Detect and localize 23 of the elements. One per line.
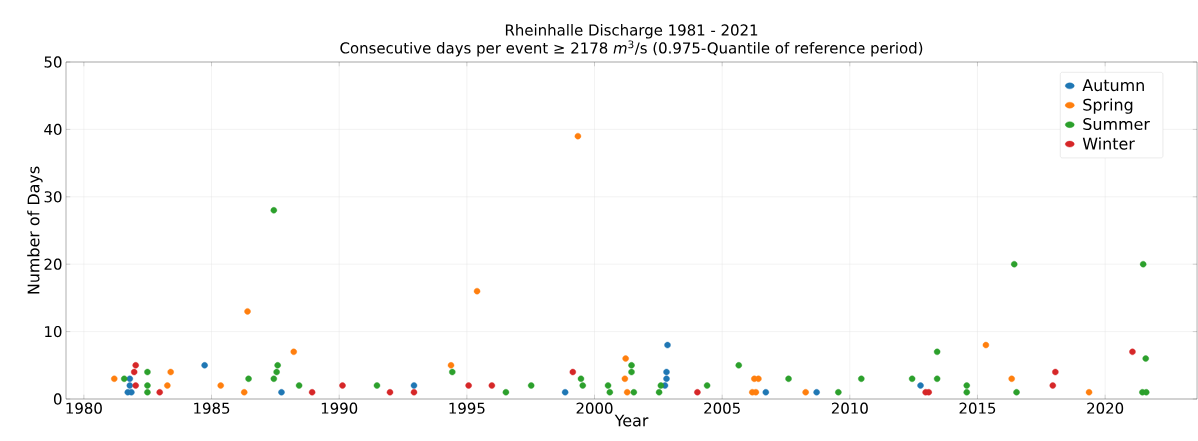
chart-subtitle: Consecutive days per event ≥ 2178 m$^{3}$/s (0.975-Quantile of reference period)	[340, 40, 923, 57]
y-tick-label: 20	[44, 258, 62, 270]
x-tick-label: 2000	[576, 402, 613, 414]
x-tick-label: 2005	[704, 402, 740, 414]
x-tick-label: 1980	[66, 402, 102, 414]
y-axis-title: Number of Days	[27, 166, 43, 294]
y-tick-label: 30	[44, 191, 62, 203]
x-tick-label: 1985	[194, 402, 230, 414]
x-tick-label: 2020	[1087, 402, 1124, 414]
x-axis-title: Year	[614, 414, 649, 427]
x-tick-label: 2010	[831, 402, 868, 414]
x-tick-label: 1995	[449, 402, 485, 414]
y-tick-label: 40	[44, 123, 62, 136]
legend-label: Autumn	[1082, 79, 1144, 92]
y-tick-label: 10	[45, 325, 62, 338]
legend-label: Summer	[1083, 118, 1150, 131]
y-tick-label: 0	[53, 393, 62, 405]
chart-title: Rheinhalle Discharge 1981 - 2021	[505, 24, 758, 39]
legend-label: Spring	[1083, 98, 1133, 114]
y-tick-label: 50	[44, 56, 62, 68]
x-tick-label: 1990	[321, 402, 358, 414]
legend-label: Winter	[1082, 137, 1135, 150]
x-tick-label: 2015	[959, 402, 996, 414]
